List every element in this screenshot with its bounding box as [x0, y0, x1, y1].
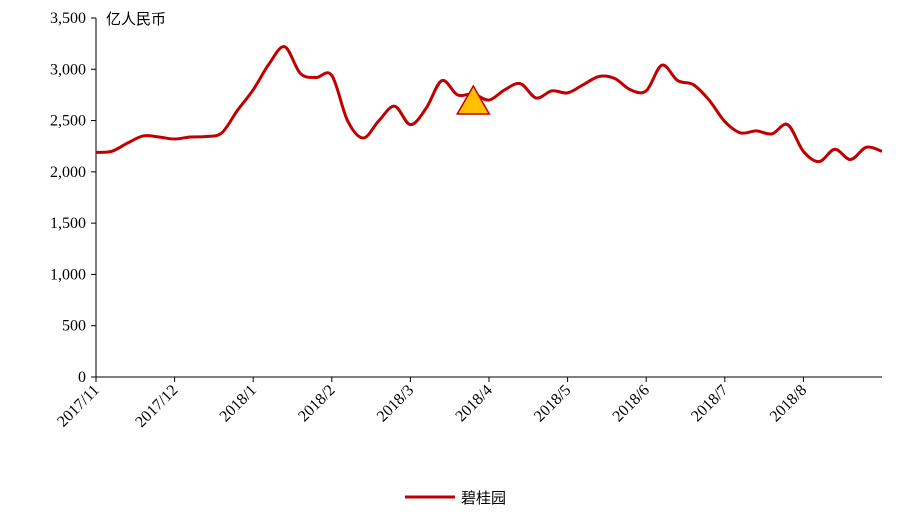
x-tick-label: 2018/6: [610, 382, 653, 425]
y-tick-label: 2,000: [50, 164, 86, 181]
x-tick-label: 2018/7: [688, 382, 731, 425]
y-axis-label: 亿人民币: [106, 10, 166, 28]
y-tick-label: 2,500: [50, 113, 86, 130]
x-tick-label: 2018/5: [531, 382, 574, 425]
legend-label: 碧桂园: [461, 489, 506, 507]
y-tick-label: 3,000: [50, 61, 86, 78]
y-tick-label: 0: [78, 369, 86, 386]
x-tick-label: 2017/12: [132, 382, 181, 431]
y-tick-label: 3,500: [50, 10, 86, 27]
y-tick-label: 1,500: [50, 215, 86, 232]
x-tick-label: 2018/3: [374, 382, 417, 425]
x-tick-label: 2018/4: [452, 382, 495, 425]
x-tick-label: 2018/2: [295, 382, 338, 425]
line: [95, 45, 883, 164]
y-tick-label: 500: [62, 318, 86, 335]
annotation-marker: [455, 84, 491, 115]
x-tick-label: 2018/1: [217, 382, 260, 425]
x-tick-label: 2017/11: [54, 382, 103, 431]
y-tick-label: 1,000: [50, 266, 86, 283]
x-tick-label: 2018/8: [767, 382, 810, 425]
